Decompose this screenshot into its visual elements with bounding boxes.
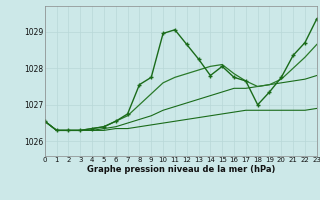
- X-axis label: Graphe pression niveau de la mer (hPa): Graphe pression niveau de la mer (hPa): [87, 165, 275, 174]
